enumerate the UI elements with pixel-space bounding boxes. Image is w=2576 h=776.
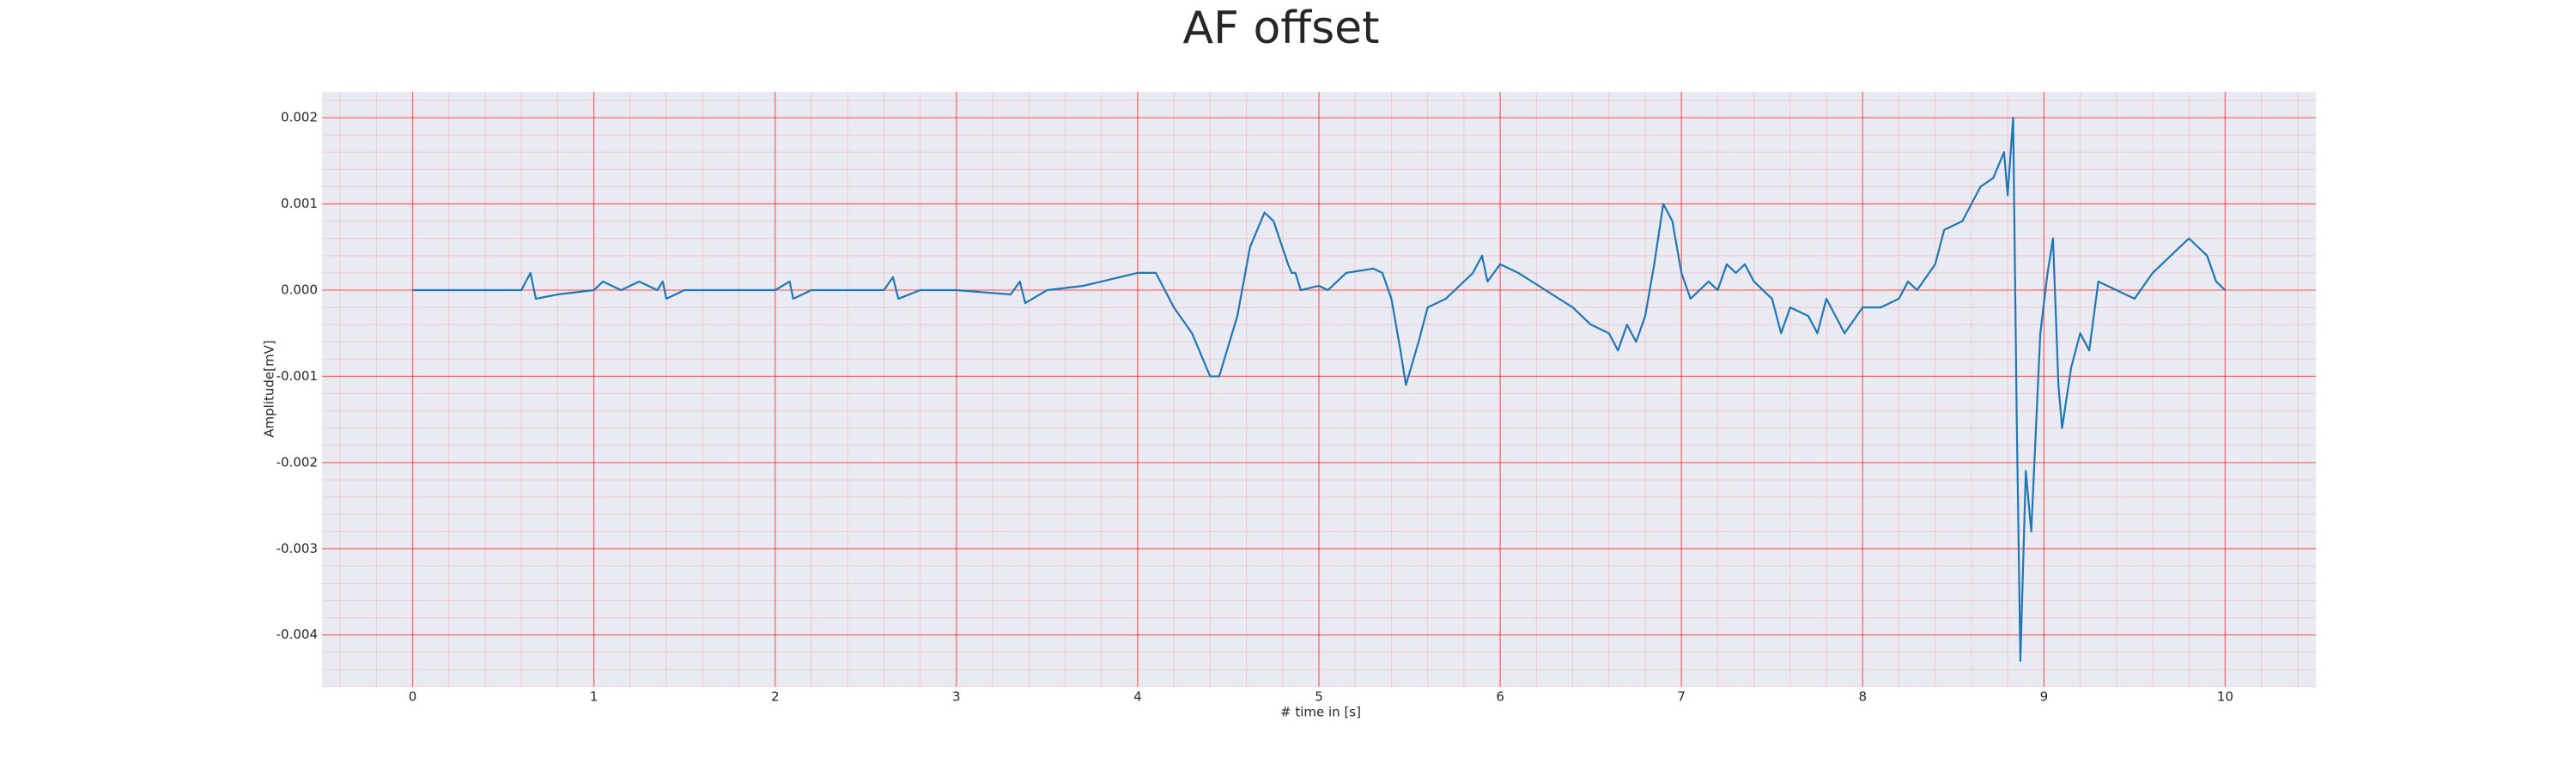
grid [322, 92, 2316, 688]
y-tick-label: -0.004 [276, 627, 318, 642]
x-tick-label: 5 [1315, 689, 1323, 705]
data-line [412, 117, 2227, 662]
x-tick-label: 10 [2217, 689, 2233, 705]
x-tick-label: 7 [1677, 689, 1686, 705]
x-tick-label: 2 [771, 689, 780, 705]
y-tick-label: 0.000 [281, 282, 318, 298]
y-axis-label: Amplitude[mV] [262, 340, 277, 437]
ticks: 0 1 2 3 4 5 6 7 8 9 10 -0.004 -0.003 -0.002 -0.001 0.00… [276, 110, 2233, 705]
marks [412, 117, 2227, 662]
x-tick-label: 9 [2040, 689, 2049, 705]
y-tick-label: 0.002 [281, 110, 318, 125]
y-tick-label: -0.003 [276, 541, 318, 556]
y-tick-label: -0.001 [276, 368, 318, 384]
x-tick-label: 0 [409, 689, 417, 705]
x-tick-label: 8 [1858, 689, 1867, 705]
x-tick-label: 6 [1496, 689, 1504, 705]
y-tick-label: 0.001 [281, 196, 318, 211]
y-tick-label: -0.002 [276, 454, 318, 470]
x-tick-label: 1 [590, 689, 598, 705]
x-axis-label: # time in [s] [1280, 705, 1361, 720]
x-tick-label: 3 [952, 689, 961, 705]
x-tick-label: 4 [1133, 689, 1142, 705]
chart-title: AF offset [1182, 3, 1379, 54]
